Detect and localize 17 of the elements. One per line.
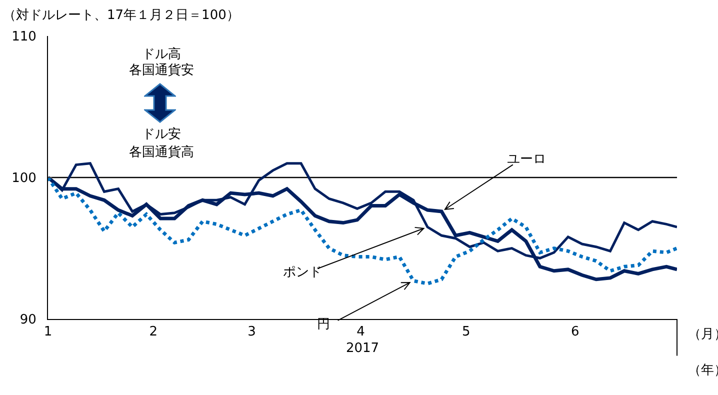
x-tick-label: 3	[248, 324, 256, 340]
text: ポンド	[283, 265, 322, 280]
text: ユーロ	[507, 152, 546, 167]
y-tick-label: 90	[20, 312, 36, 328]
y-tick-label: 100	[12, 171, 36, 186]
y-axis-title: （対ドルレート、17年１月２日＝100）	[3, 7, 240, 23]
annotation: ドル高	[142, 46, 181, 62]
annotation: ドル安	[142, 126, 181, 142]
x-tick-label: 1	[44, 324, 52, 340]
y-tick-label: 110	[12, 30, 36, 45]
x-axis-title: 2017	[346, 341, 380, 356]
annotation: 各国通貨高	[129, 144, 194, 160]
x-tick-label: 5	[462, 324, 470, 340]
x-tick-label: 4	[356, 324, 365, 340]
annotation: 各国通貨安	[129, 62, 194, 78]
x-tick-label: 6	[570, 324, 580, 340]
x-tick-label: 2	[149, 324, 158, 340]
